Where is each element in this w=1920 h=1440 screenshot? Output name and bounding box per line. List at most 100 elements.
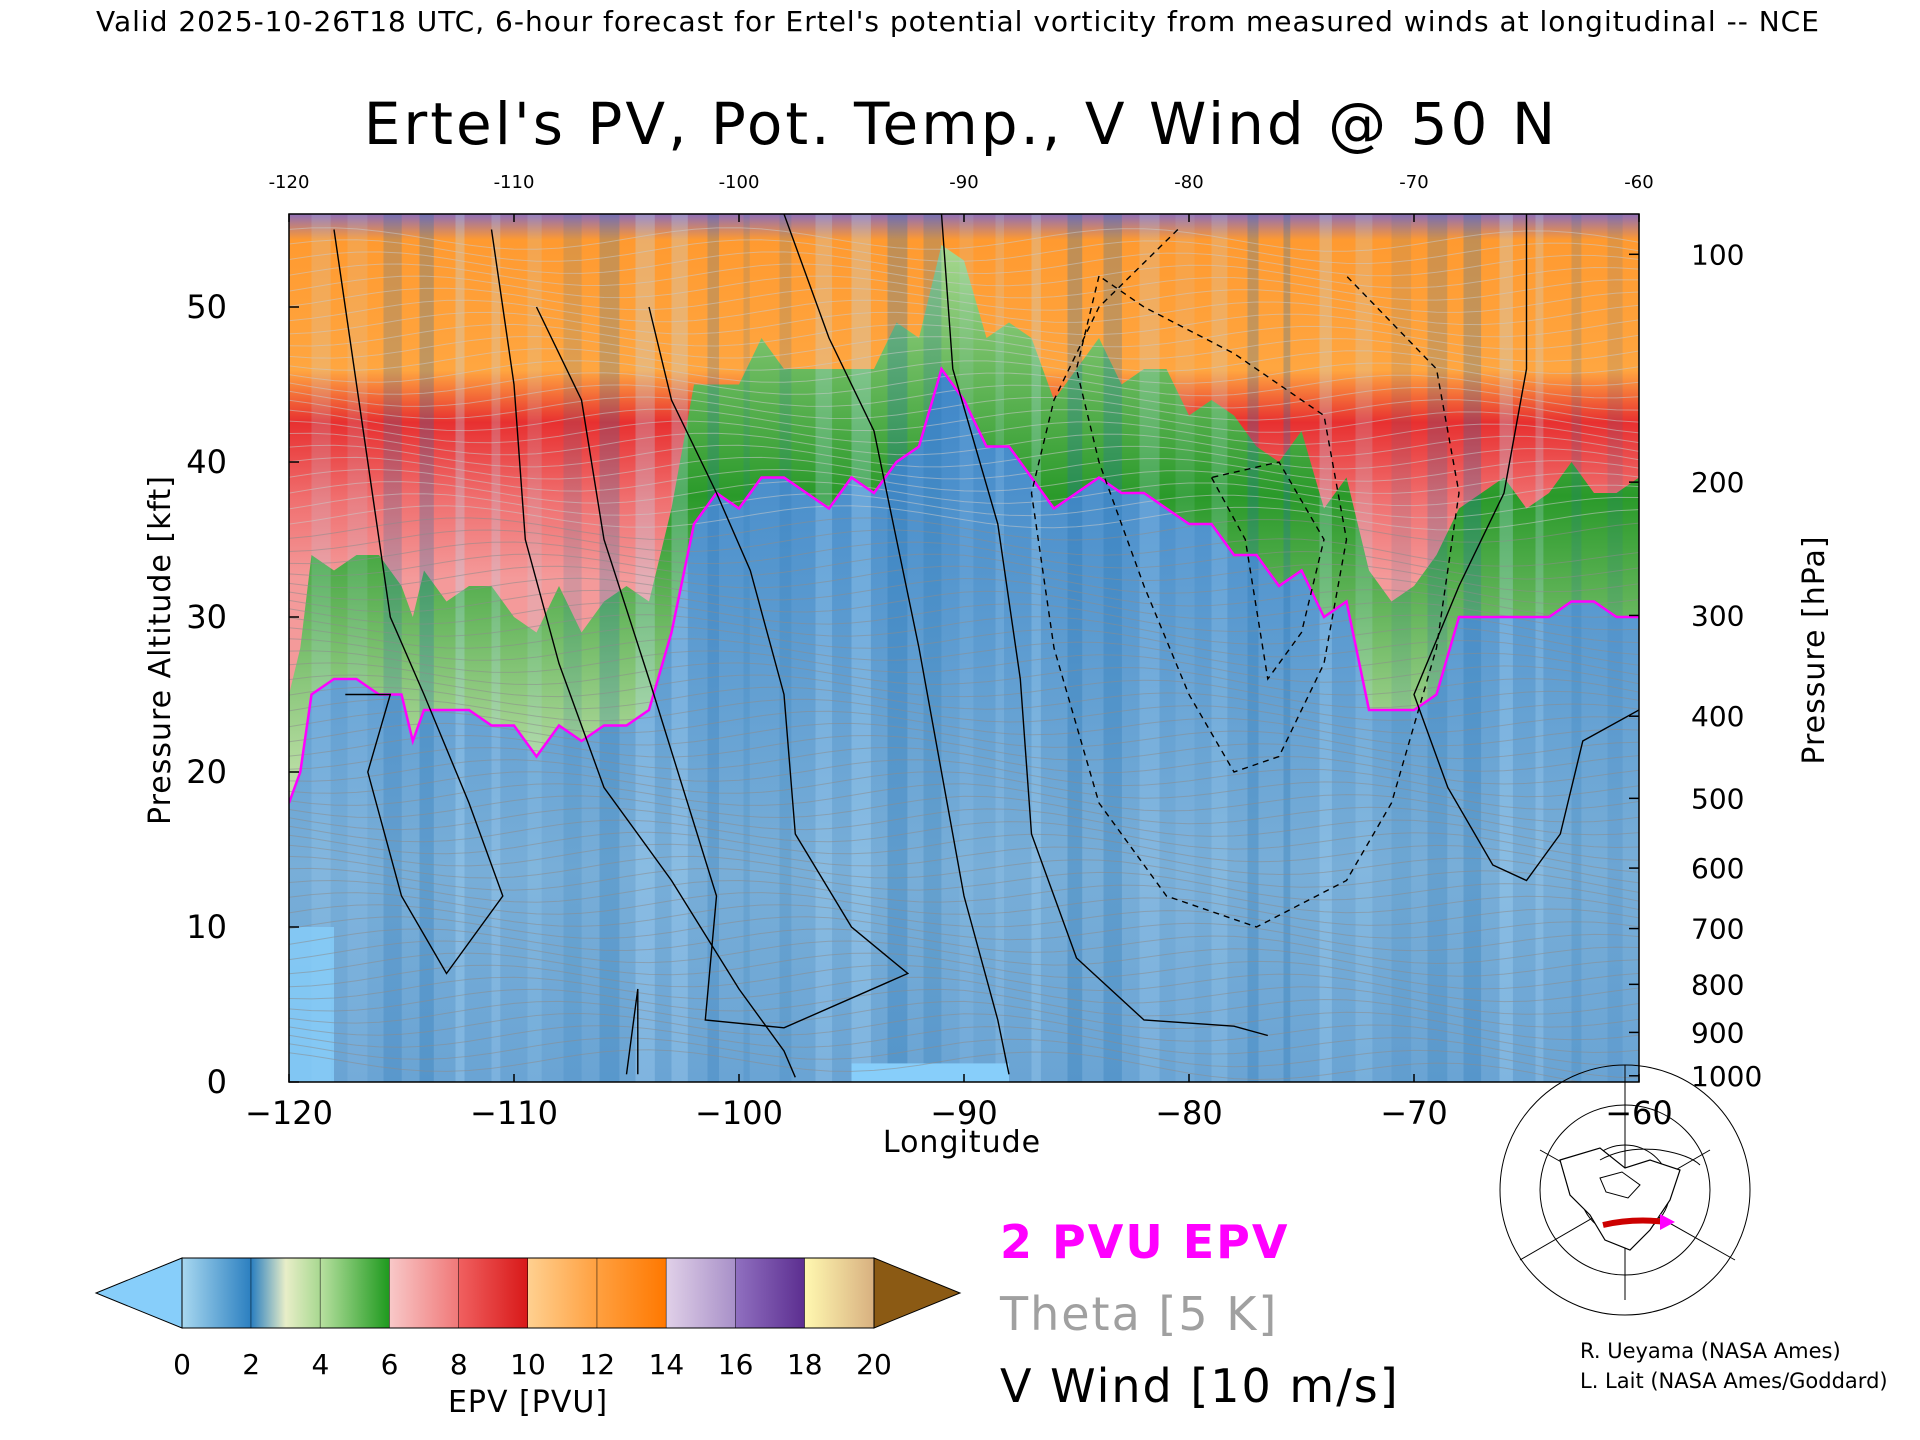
streak	[923, 214, 942, 1082]
streak	[1319, 214, 1332, 1082]
streak	[491, 214, 501, 1082]
colorbar-segment	[666, 1258, 736, 1328]
theta-contour	[289, 493, 1639, 519]
theta-contour	[289, 916, 1639, 952]
colorbar-label: EPV [PVU]	[448, 1385, 608, 1420]
theta-contour	[289, 843, 1639, 884]
colorbar-tick-label: 14	[649, 1348, 685, 1381]
legend-epv: 2 PVU EPV	[1000, 1215, 1289, 1269]
streak	[1247, 214, 1259, 1082]
x-axis-label: Longitude	[883, 1125, 1041, 1160]
theta-contour	[289, 819, 1639, 861]
v-wind-contour	[1075, 275, 1348, 773]
plot-area	[288, 213, 1640, 1083]
theta-contour	[289, 710, 1639, 747]
theta-contour	[289, 904, 1639, 939]
colorbar-segment	[597, 1258, 667, 1328]
locator-map	[1499, 1064, 1751, 1316]
y-tick-label: 50	[186, 288, 227, 326]
theta-contour	[289, 698, 1639, 734]
streak	[1211, 214, 1228, 1082]
theta-contour	[289, 239, 1639, 265]
colorbar-segment	[528, 1258, 598, 1328]
colorbar-segment	[735, 1258, 805, 1328]
cross-section-arrow	[1660, 1214, 1675, 1230]
colorbar-frame	[181, 1257, 875, 1329]
pressure-tick-label: 900	[1691, 1016, 1744, 1049]
streak	[419, 214, 434, 1082]
colorbar-tick-label: 0	[173, 1348, 191, 1381]
streak	[1067, 214, 1083, 1082]
troposphere-area	[289, 369, 1639, 1082]
y2-axis-label: Pressure [hPa]	[1797, 535, 1832, 764]
credit-line-1: R. Ueyama (NASA Ames)	[1580, 1339, 1841, 1363]
v-wind-contour	[535, 306, 910, 1029]
x-top-tick-label: -110	[494, 172, 535, 193]
credit-line-2: L. Lait (NASA Ames/Goddard)	[1580, 1369, 1888, 1393]
x-tick-label: −60	[1605, 1094, 1673, 1132]
colorbar-tick-label: 2	[242, 1348, 260, 1381]
streak	[815, 214, 833, 1082]
y-tick-label: 40	[186, 443, 227, 481]
theta-contour	[289, 952, 1639, 990]
theta-contour	[289, 783, 1639, 823]
v-wind-contour	[490, 229, 796, 1078]
theta-contour	[289, 456, 1639, 482]
theta-contour	[289, 601, 1639, 644]
theta-contour	[289, 1000, 1639, 1041]
streak	[1427, 214, 1448, 1082]
theta-contour	[289, 299, 1639, 326]
y-tick-label: 10	[186, 908, 227, 946]
x-tick-label: −90	[930, 1094, 998, 1132]
theta-contour	[289, 940, 1639, 977]
theta-contour	[289, 227, 1639, 252]
theta-contour	[289, 360, 1639, 387]
x-top-tick-label: -60	[1624, 172, 1653, 193]
streak	[995, 214, 1004, 1082]
y-tick-label: 0	[207, 1063, 227, 1101]
streak	[1031, 214, 1041, 1082]
v-wind-contour	[1210, 461, 1325, 681]
colorbar-segment	[389, 1258, 459, 1328]
colorbar-segment	[804, 1258, 874, 1328]
theta-contour	[289, 432, 1639, 458]
pressure-tick-label: 600	[1691, 852, 1744, 885]
theta-contour	[289, 1049, 1583, 1082]
theta-contours	[289, 227, 1639, 1082]
streak	[347, 214, 368, 1082]
streak	[1463, 214, 1482, 1082]
theta-contour	[289, 481, 1639, 507]
theta-contour	[289, 275, 1639, 301]
streak	[1607, 214, 1623, 1082]
pressure-tick-label: 300	[1691, 599, 1744, 632]
y-tick-label: 30	[186, 598, 227, 636]
pressure-tick-label: 1000	[1691, 1060, 1762, 1093]
theta-contour	[289, 759, 1639, 798]
x-tick-label: −120	[245, 1094, 333, 1132]
theta-contour	[289, 734, 1639, 772]
theta-contour	[289, 1037, 1639, 1079]
theta-contour	[289, 988, 1639, 1028]
theta-contour	[289, 831, 1639, 873]
pressure-tick-labels: 100 200 300 400 500 600 700 800 900 1000	[1691, 238, 1762, 1093]
x-tick-label: −80	[1155, 1094, 1223, 1132]
theta-contour	[289, 650, 1639, 685]
theta-contour	[289, 879, 1639, 914]
theta-contour	[289, 674, 1639, 709]
theta-contour	[289, 614, 1639, 656]
pressure-tick-label: 200	[1691, 466, 1744, 499]
theta-contour	[289, 638, 1639, 676]
colorbar-tick-label: 20	[856, 1348, 892, 1381]
theta-contour	[289, 517, 1639, 543]
streak	[1571, 214, 1582, 1082]
theta-contour	[289, 722, 1639, 760]
pressure-tick-label: 500	[1691, 782, 1744, 815]
theta-contour	[289, 771, 1639, 810]
colorbar-tick-label: 16	[718, 1348, 754, 1381]
v-wind-contour	[625, 988, 639, 1075]
legend-theta: Theta [5 K]	[999, 1287, 1278, 1341]
theta-contour	[289, 323, 1639, 350]
map-coastline-inner	[1599, 1171, 1641, 1199]
theta-contour	[289, 747, 1639, 785]
theta-contour	[289, 348, 1639, 374]
